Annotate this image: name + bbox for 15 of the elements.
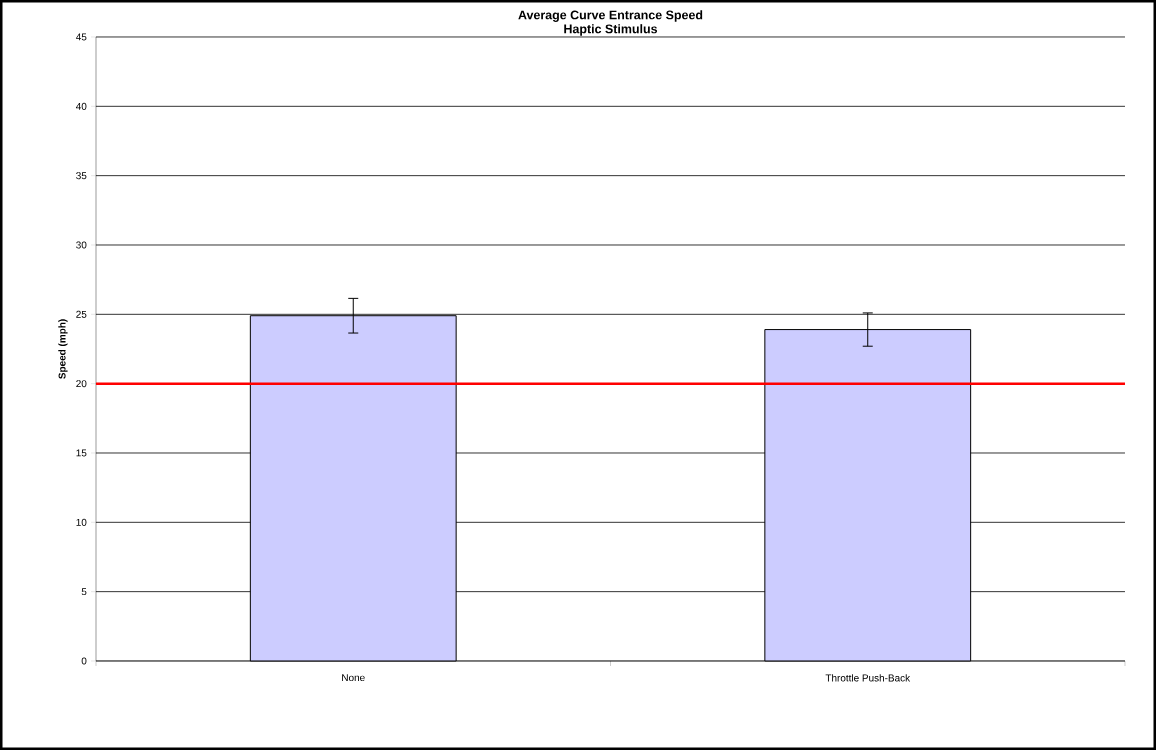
y-tick-label: 10	[76, 518, 87, 526]
chart-title: Average Curve Entrance Speed	[518, 10, 703, 22]
x-tick-label: Throttle Push-Back	[825, 674, 911, 682]
y-tick-label: 5	[81, 588, 87, 596]
y-axis-title: Speed (mph)	[58, 319, 68, 379]
y-tick-label: 25	[76, 310, 87, 318]
x-tick-label: None	[342, 674, 365, 682]
y-tick-label: 35	[76, 172, 87, 180]
y-tick-label: 0	[81, 657, 87, 665]
y-tick-label: 40	[75, 102, 87, 110]
y-tick-label: 30	[76, 241, 87, 249]
y-tick-label: 20	[76, 380, 87, 388]
y-tick-label: 15	[76, 449, 87, 457]
y-tick-label: 45	[75, 33, 87, 41]
chart-subtitle: Haptic Stimulus	[564, 24, 658, 36]
